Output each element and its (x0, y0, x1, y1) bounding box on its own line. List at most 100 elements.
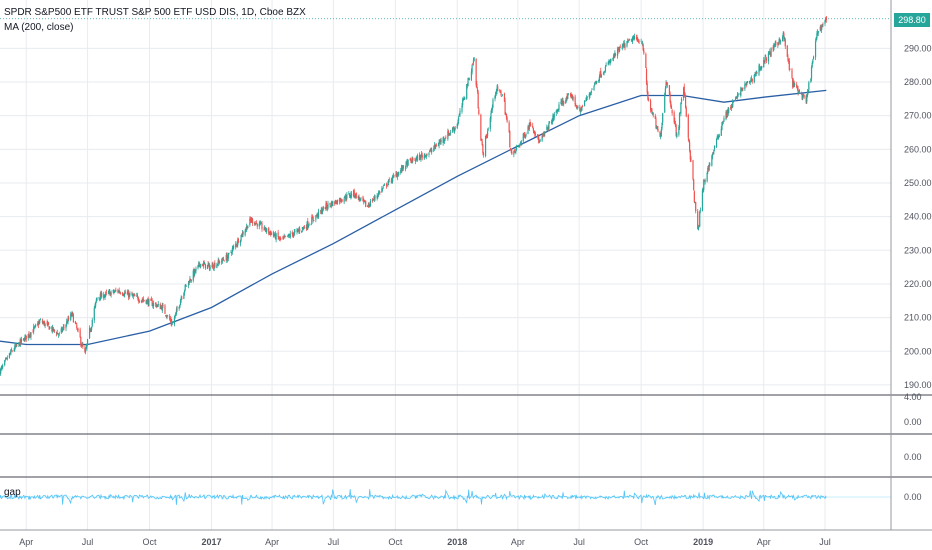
candle-body (171, 321, 173, 325)
indicator-panes (0, 394, 932, 506)
candle-body (33, 326, 35, 328)
candle-body (288, 235, 290, 236)
candle-body (816, 33, 818, 39)
candle-body (110, 292, 112, 295)
candle-body (825, 16, 827, 21)
candle-body (199, 265, 201, 267)
candle-body (105, 291, 108, 293)
candle-body (443, 139, 446, 142)
candle-body (18, 342, 21, 346)
candle-body (594, 81, 596, 83)
candle-body (326, 203, 328, 208)
candle-body (744, 83, 747, 85)
candle-body (367, 204, 369, 206)
candle-body (185, 285, 188, 287)
candle-body (277, 232, 279, 238)
candle-body (284, 235, 286, 237)
candle-body (425, 154, 427, 157)
candle-body (482, 153, 485, 156)
candle-body (198, 263, 200, 265)
candle-body (246, 226, 248, 229)
time-axis[interactable]: Apr Jul Oct 2017 Apr Jul Oct 2018 Apr Jul Oct 2019 A… (0, 529, 932, 547)
candle-body (647, 99, 650, 101)
candle-body (781, 36, 784, 42)
candle-body (133, 294, 135, 296)
candle-body (463, 98, 465, 100)
candle-body (124, 291, 126, 294)
candle-body (563, 101, 565, 104)
candle-body (13, 349, 15, 351)
candle-body (278, 237, 280, 239)
candle-body (416, 155, 419, 161)
candle-body (352, 189, 355, 197)
candle-body (513, 150, 516, 152)
candle-body (395, 173, 397, 176)
candle-body (792, 81, 794, 87)
x-tick-label: Oct (634, 537, 649, 547)
gap-line (0, 489, 827, 506)
candle-body (85, 346, 87, 349)
candle-body (480, 139, 483, 141)
candle-body (119, 292, 121, 293)
candle-body (353, 190, 355, 197)
candle-body (821, 24, 823, 26)
candle-body (660, 129, 662, 137)
y-tick-label: 260.00 (904, 144, 932, 154)
candle-body (421, 155, 423, 158)
candle-body (84, 349, 87, 352)
candle-body (612, 55, 615, 59)
candle-body (311, 217, 313, 225)
candle-body (9, 353, 11, 354)
candle-body (565, 97, 567, 101)
candle-body (282, 237, 285, 239)
price-axis[interactable]: 190.00 200.00 210.00 220.00 230.00 240.00 250.… (0, 0, 932, 530)
candle-body (264, 226, 266, 229)
candle-body (164, 305, 166, 314)
candle-body (35, 324, 37, 326)
candle-body (618, 47, 620, 52)
candle-body (22, 338, 25, 340)
candle-body (324, 207, 326, 210)
candle-body (232, 247, 234, 249)
candle-body (291, 232, 293, 235)
candle-body (530, 124, 532, 126)
candle-body (800, 92, 803, 95)
candle-body (66, 322, 68, 324)
candle-body (567, 95, 569, 99)
candle-body (424, 154, 426, 156)
candle-body (151, 300, 153, 307)
candle-body (359, 198, 361, 201)
candle-body (439, 141, 441, 143)
candle-body (208, 263, 210, 265)
candle-body (438, 142, 440, 146)
candle-body (495, 90, 497, 94)
candle-body (711, 155, 713, 166)
candle-body (235, 244, 237, 245)
candle-body (401, 167, 403, 171)
candle-body (84, 347, 86, 352)
candle-body (346, 194, 348, 199)
candle-body (382, 186, 384, 188)
candle-body (301, 227, 303, 230)
candle-body (678, 112, 681, 129)
candle-body (282, 237, 284, 239)
candle-body (183, 290, 186, 293)
candle-body (363, 199, 365, 202)
candle-body (320, 209, 322, 212)
candle-body (470, 71, 473, 80)
candle-body (693, 191, 695, 203)
candle-body (579, 107, 581, 111)
candle-body (646, 83, 648, 93)
candle-body (548, 121, 551, 123)
candle-body (348, 193, 350, 195)
candle-body (62, 328, 64, 331)
candle-body (416, 156, 418, 159)
candle-body (237, 238, 240, 243)
candle-body (537, 134, 539, 140)
candle-body (485, 135, 487, 138)
candle-body (202, 263, 204, 267)
candle-body (37, 323, 39, 326)
candle-body (49, 327, 51, 329)
